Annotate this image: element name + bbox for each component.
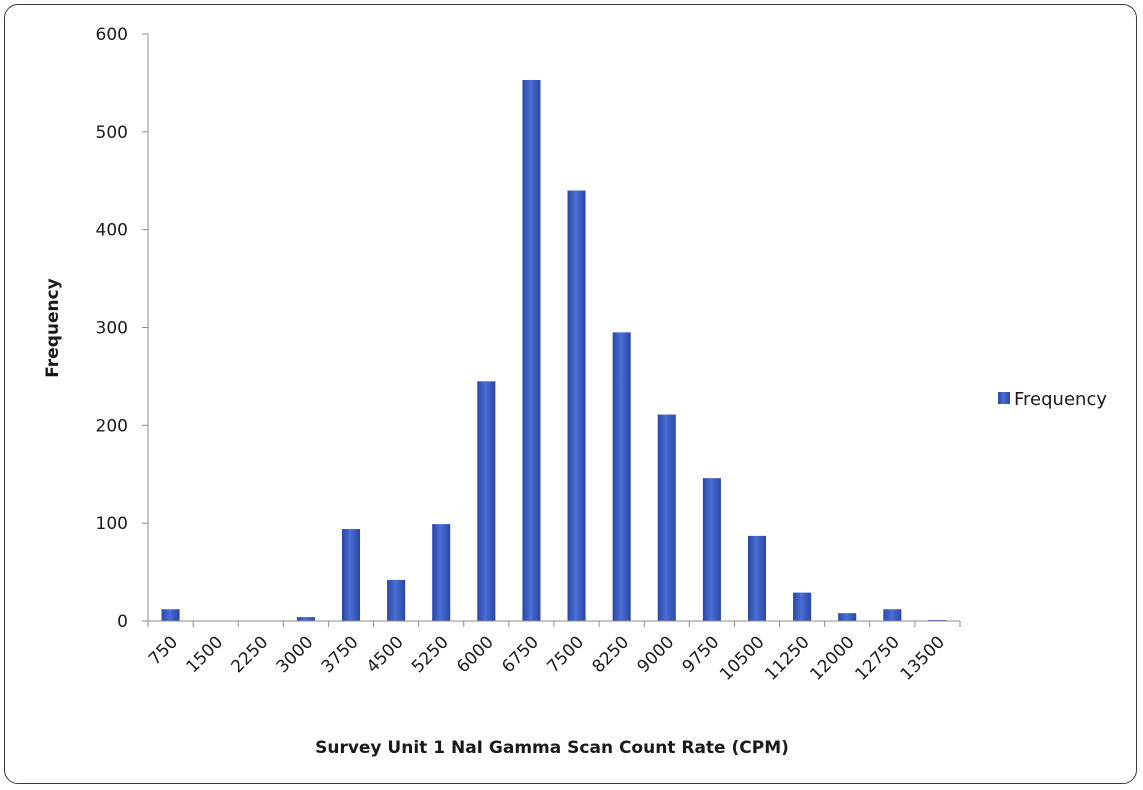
x-tick-label: 1500 (182, 632, 227, 677)
legend-swatch (998, 392, 1010, 404)
x-axis-title: Survey Unit 1 NaI Gamma Scan Count Rate … (315, 738, 789, 758)
x-tick-label: 12750 (851, 632, 903, 684)
bar-5250 (432, 524, 451, 621)
bar-9750 (702, 478, 721, 621)
bar-3000 (296, 617, 315, 621)
x-axis-ticks: 750 1500 2250 3000 3750 4500 5250 6000 6750 7500 8… (145, 621, 961, 685)
x-tick-label: 10500 (716, 632, 768, 684)
bar-6000 (477, 381, 496, 621)
bar-11250 (793, 592, 812, 621)
y-axis-ticks: 0 100 200 300 400 500 600 (96, 25, 148, 632)
legend-label: Frequency (1014, 389, 1107, 410)
legend: Frequency (998, 389, 1107, 410)
y-tick-label: 400 (96, 221, 128, 241)
y-tick-label: 600 (96, 25, 128, 45)
x-tick-label: 3750 (318, 632, 363, 677)
x-tick-label: 750 (145, 632, 182, 669)
bar-12000 (838, 613, 857, 621)
bar-6750 (522, 79, 541, 621)
x-tick-label: 2250 (228, 632, 273, 677)
x-tick-label: 3000 (273, 632, 318, 677)
y-tick-label: 0 (117, 612, 128, 632)
x-tick-label: 8250 (588, 632, 633, 677)
bar-12750 (883, 609, 902, 621)
y-axis-title: Frequency (43, 278, 63, 378)
bar-10500 (747, 535, 767, 621)
x-tick-label: 7500 (543, 632, 588, 677)
y-tick-label: 300 (96, 319, 128, 339)
x-tick-label: 5250 (408, 632, 453, 677)
y-tick-label: 100 (96, 514, 128, 534)
bar-series (161, 79, 947, 622)
bar-8250 (612, 332, 631, 621)
x-tick-label: 11250 (761, 632, 813, 684)
bar-7500 (567, 190, 586, 622)
bar-750 (161, 609, 180, 621)
y-tick-label: 500 (96, 123, 128, 143)
x-tick-label: 4500 (363, 632, 408, 677)
x-tick-label: 9000 (634, 632, 679, 677)
x-tick-label: 12000 (806, 632, 858, 684)
x-tick-label: 6000 (453, 632, 498, 677)
bar-4500 (387, 579, 406, 621)
bar-3750 (341, 529, 361, 621)
bar-9000 (657, 414, 676, 621)
x-tick-label: 6750 (498, 632, 543, 677)
y-tick-label: 200 (96, 416, 128, 436)
x-tick-label: 13500 (897, 632, 949, 684)
